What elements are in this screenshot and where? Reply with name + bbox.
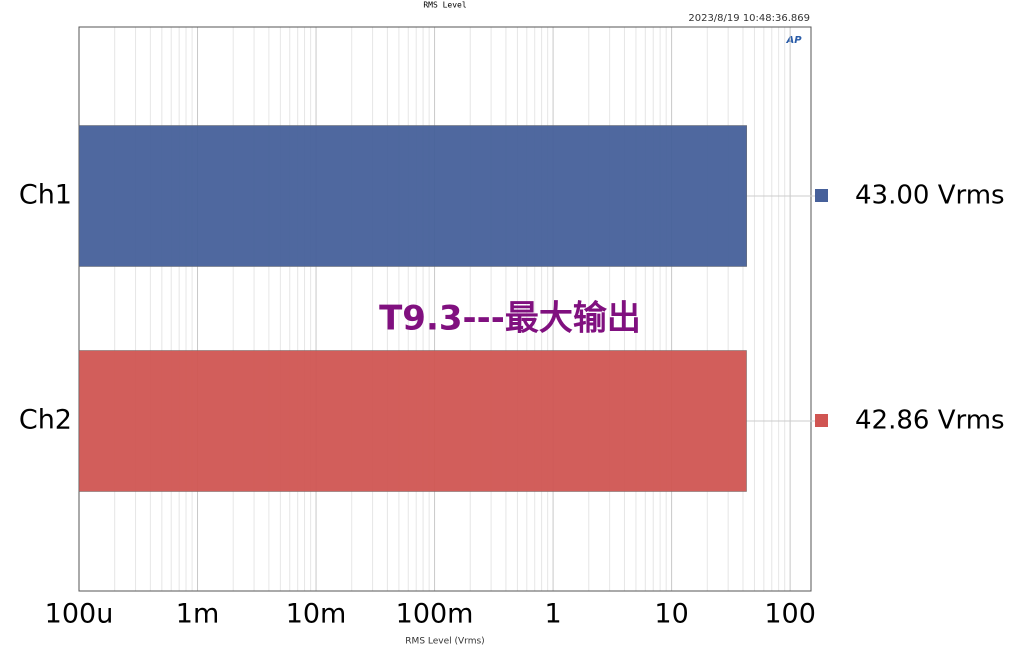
timestamp: 2023/8/19 10:48:36.869	[688, 13, 810, 24]
x-tick-label: 1m	[176, 599, 219, 630]
x-tick-label: 100u	[45, 599, 114, 630]
value-label: 42.86 Vrms	[855, 406, 1005, 436]
annotation: T9.3---最大输出	[379, 299, 641, 339]
x-tick-label: 10	[654, 599, 688, 630]
y-tick-label: Ch2	[19, 405, 72, 436]
bar	[78, 350, 747, 492]
chart-title: RMS Level	[423, 1, 467, 10]
x-tick-label: 100m	[396, 599, 474, 630]
legend-swatch	[815, 189, 828, 202]
x-tick-label: 100	[764, 599, 816, 630]
bar	[78, 125, 747, 267]
logo: AP	[785, 35, 802, 46]
x-tick-label: 10m	[286, 599, 347, 630]
value-label: 43.00 Vrms	[855, 181, 1005, 211]
x-tick-label: 1	[544, 599, 561, 630]
y-tick-label: Ch1	[19, 180, 72, 211]
x-axis-label: RMS Level (Vrms)	[405, 637, 484, 647]
legend-swatch	[815, 414, 828, 427]
plot-frame	[78, 26, 812, 592]
